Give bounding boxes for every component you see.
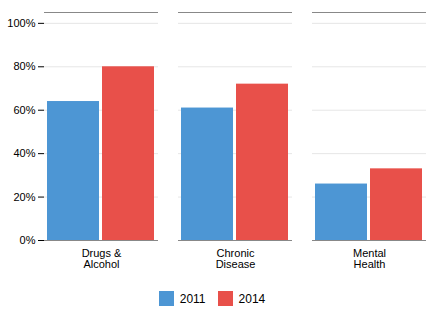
html-text:2011: 2011 <box>179 291 206 306</box>
svg-text:MentalHealth: MentalHealth <box>353 247 386 270</box>
svg-text:ChronicDisease: ChronicDisease <box>216 247 256 270</box>
svg-text:20%: 20% <box>13 191 35 203</box>
svg-text:100%: 100% <box>7 17 35 29</box>
svg-text:60%: 60% <box>13 104 35 116</box>
svg-text:Drugs &Alcohol: Drugs &Alcohol <box>82 247 122 270</box>
svg-text:0%: 0% <box>20 234 36 246</box>
svg-text:80%: 80% <box>13 60 35 72</box>
html-text:2014: 2014 <box>238 291 266 306</box>
svg-text:40%: 40% <box>13 147 35 159</box>
